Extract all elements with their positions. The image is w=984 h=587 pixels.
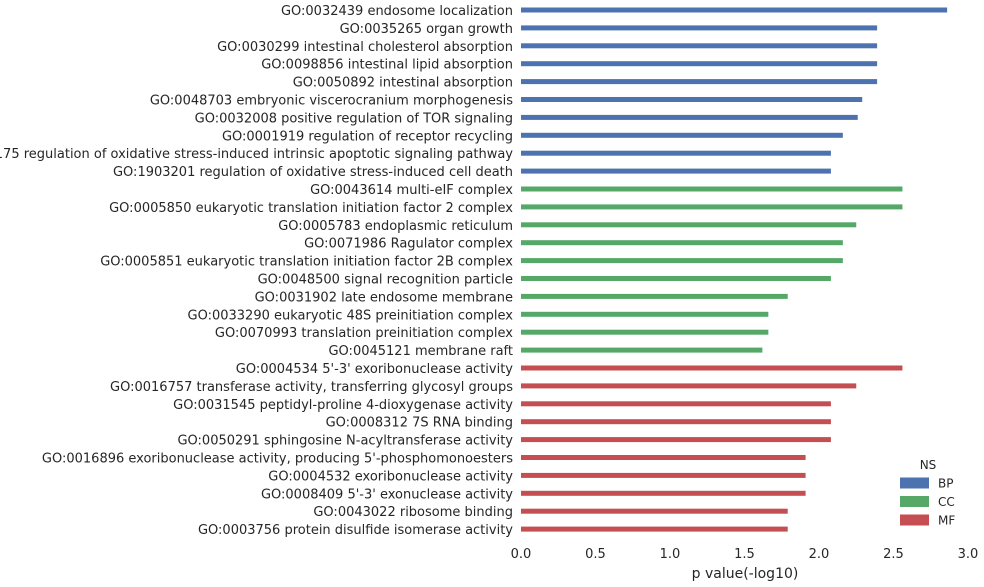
- bar-bp: [521, 132, 843, 138]
- bar-mf: [521, 401, 831, 407]
- bar-bp: [521, 25, 878, 31]
- bar-cc: [521, 204, 903, 210]
- y-tick-label: GO:0008409 5'-3' exonuclease activity: [261, 487, 513, 502]
- bar-bp: [521, 168, 831, 174]
- legend-label-bp: BP: [938, 477, 953, 491]
- y-tick-label: GO:0004532 exoribonuclease activity: [268, 469, 513, 484]
- y-axis-labels: GO:0032439 endosome localization GO:00352…: [0, 4, 513, 538]
- y-tick-label: GO:0050291 sphingosine N-acyltransferase…: [177, 434, 513, 449]
- legend-swatch-bp: [900, 477, 929, 489]
- y-tick-label: GO:0003756 protein disulfide isomerase a…: [198, 523, 513, 538]
- x-axis-label: p value(-log10): [692, 566, 799, 582]
- y-tick-label: GO:0050892 intestinal absorption: [293, 76, 513, 91]
- bar-cc: [521, 222, 857, 228]
- y-tick-label: GO:0016896 exoribonuclease activity, pro…: [42, 452, 513, 467]
- y-tick-label: GO:0031545 peptidyl-proline 4-dioxygenas…: [173, 398, 513, 413]
- y-tick-label: GO:0004534 5'-3' exoribonuclease activit…: [236, 362, 514, 377]
- bar-bp: [521, 114, 858, 120]
- y-tick-label: GO:0048703 embryonic viscerocranium morp…: [150, 94, 513, 109]
- bar-bp: [521, 7, 948, 13]
- x-tick-label: 0.5: [585, 547, 606, 562]
- bar-bp: [521, 150, 831, 156]
- y-tick-label: GO:0043614 multi-eIF complex: [310, 183, 513, 198]
- bar-mf: [521, 419, 831, 425]
- bar-mf: [521, 437, 831, 443]
- x-tick-label: 2.0: [809, 547, 830, 562]
- y-tick-label: GO:0005783 endoplasmic reticulum: [278, 219, 513, 234]
- y-tick-label: GO:0045121 membrane raft: [328, 344, 513, 359]
- bar-cc: [521, 258, 843, 264]
- x-tick-label: 1.5: [734, 547, 755, 562]
- bar-cc: [521, 186, 903, 192]
- x-axis-ticks: 0.0 0.5 1.0 1.5 2.0 2.5 3.0: [511, 547, 979, 562]
- bar-cc: [521, 276, 831, 281]
- bar-mf: [521, 526, 788, 532]
- y-tick-label: GO:0001919 regulation of receptor recycl…: [222, 129, 513, 144]
- y-tick-label: GO:0032008 positive regulation of TOR si…: [195, 111, 513, 126]
- bar-cc: [521, 240, 843, 246]
- y-tick-label: GO:0032439 endosome localization: [281, 4, 513, 19]
- legend-swatch-mf: [900, 514, 929, 526]
- bar-mf: [521, 365, 903, 371]
- x-tick-label: 2.5: [883, 547, 904, 562]
- x-tick-label: 0.0: [511, 547, 532, 562]
- legend-label-mf: MF: [938, 514, 955, 528]
- bar-bp: [521, 61, 878, 67]
- bar-mf: [521, 508, 788, 514]
- legend: NS BP CC MF: [900, 458, 955, 528]
- x-tick-label: 3.0: [958, 547, 979, 562]
- bar-bp: [521, 79, 878, 85]
- bar-bp: [521, 43, 878, 49]
- y-tick-label: GO:0070993 translation preinitiation com…: [215, 326, 513, 341]
- plot-area: [521, 7, 948, 532]
- y-tick-label: GO:0033290 eukaryotic 48S preinitiation …: [188, 308, 514, 323]
- y-tick-label: GO:0048500 signal recognition particle: [258, 273, 513, 288]
- bar-mf: [521, 455, 806, 460]
- bar-cc: [521, 329, 769, 335]
- bar-cc: [521, 311, 769, 317]
- bar-cc: [521, 293, 788, 299]
- bar-mf: [521, 383, 857, 389]
- y-tick-label: GO:1902175 regulation of oxidative stres…: [0, 147, 513, 162]
- bar-bp: [521, 97, 863, 102]
- y-tick-label: GO:0035265 organ growth: [340, 22, 513, 37]
- bar-cc: [521, 347, 763, 353]
- y-tick-label: GO:0005850 eukaryotic translation initia…: [109, 201, 513, 216]
- x-tick-label: 1.0: [660, 547, 681, 562]
- y-tick-label: GO:0098856 intestinal lipid absorption: [261, 58, 513, 73]
- y-tick-label: GO:0008312 7S RNA binding: [326, 416, 513, 431]
- bar-mf: [521, 472, 806, 478]
- legend-swatch-cc: [900, 496, 929, 507]
- y-tick-label: GO:0030299 intestinal cholesterol absorp…: [217, 40, 513, 55]
- y-tick-label: GO:1903201 regulation of oxidative stres…: [113, 165, 513, 180]
- y-tick-label: GO:0071986 Ragulator complex: [304, 237, 513, 252]
- legend-title: NS: [920, 458, 937, 472]
- bar-mf: [521, 490, 806, 496]
- y-tick-label: GO:0043022 ribosome binding: [313, 505, 513, 520]
- y-tick-label: GO:0005851 eukaryotic translation initia…: [100, 255, 513, 270]
- y-tick-label: GO:0016757 transferase activity, transfe…: [110, 380, 513, 395]
- legend-label-cc: CC: [938, 495, 955, 509]
- y-tick-label: GO:0031902 late endosome membrane: [255, 290, 513, 305]
